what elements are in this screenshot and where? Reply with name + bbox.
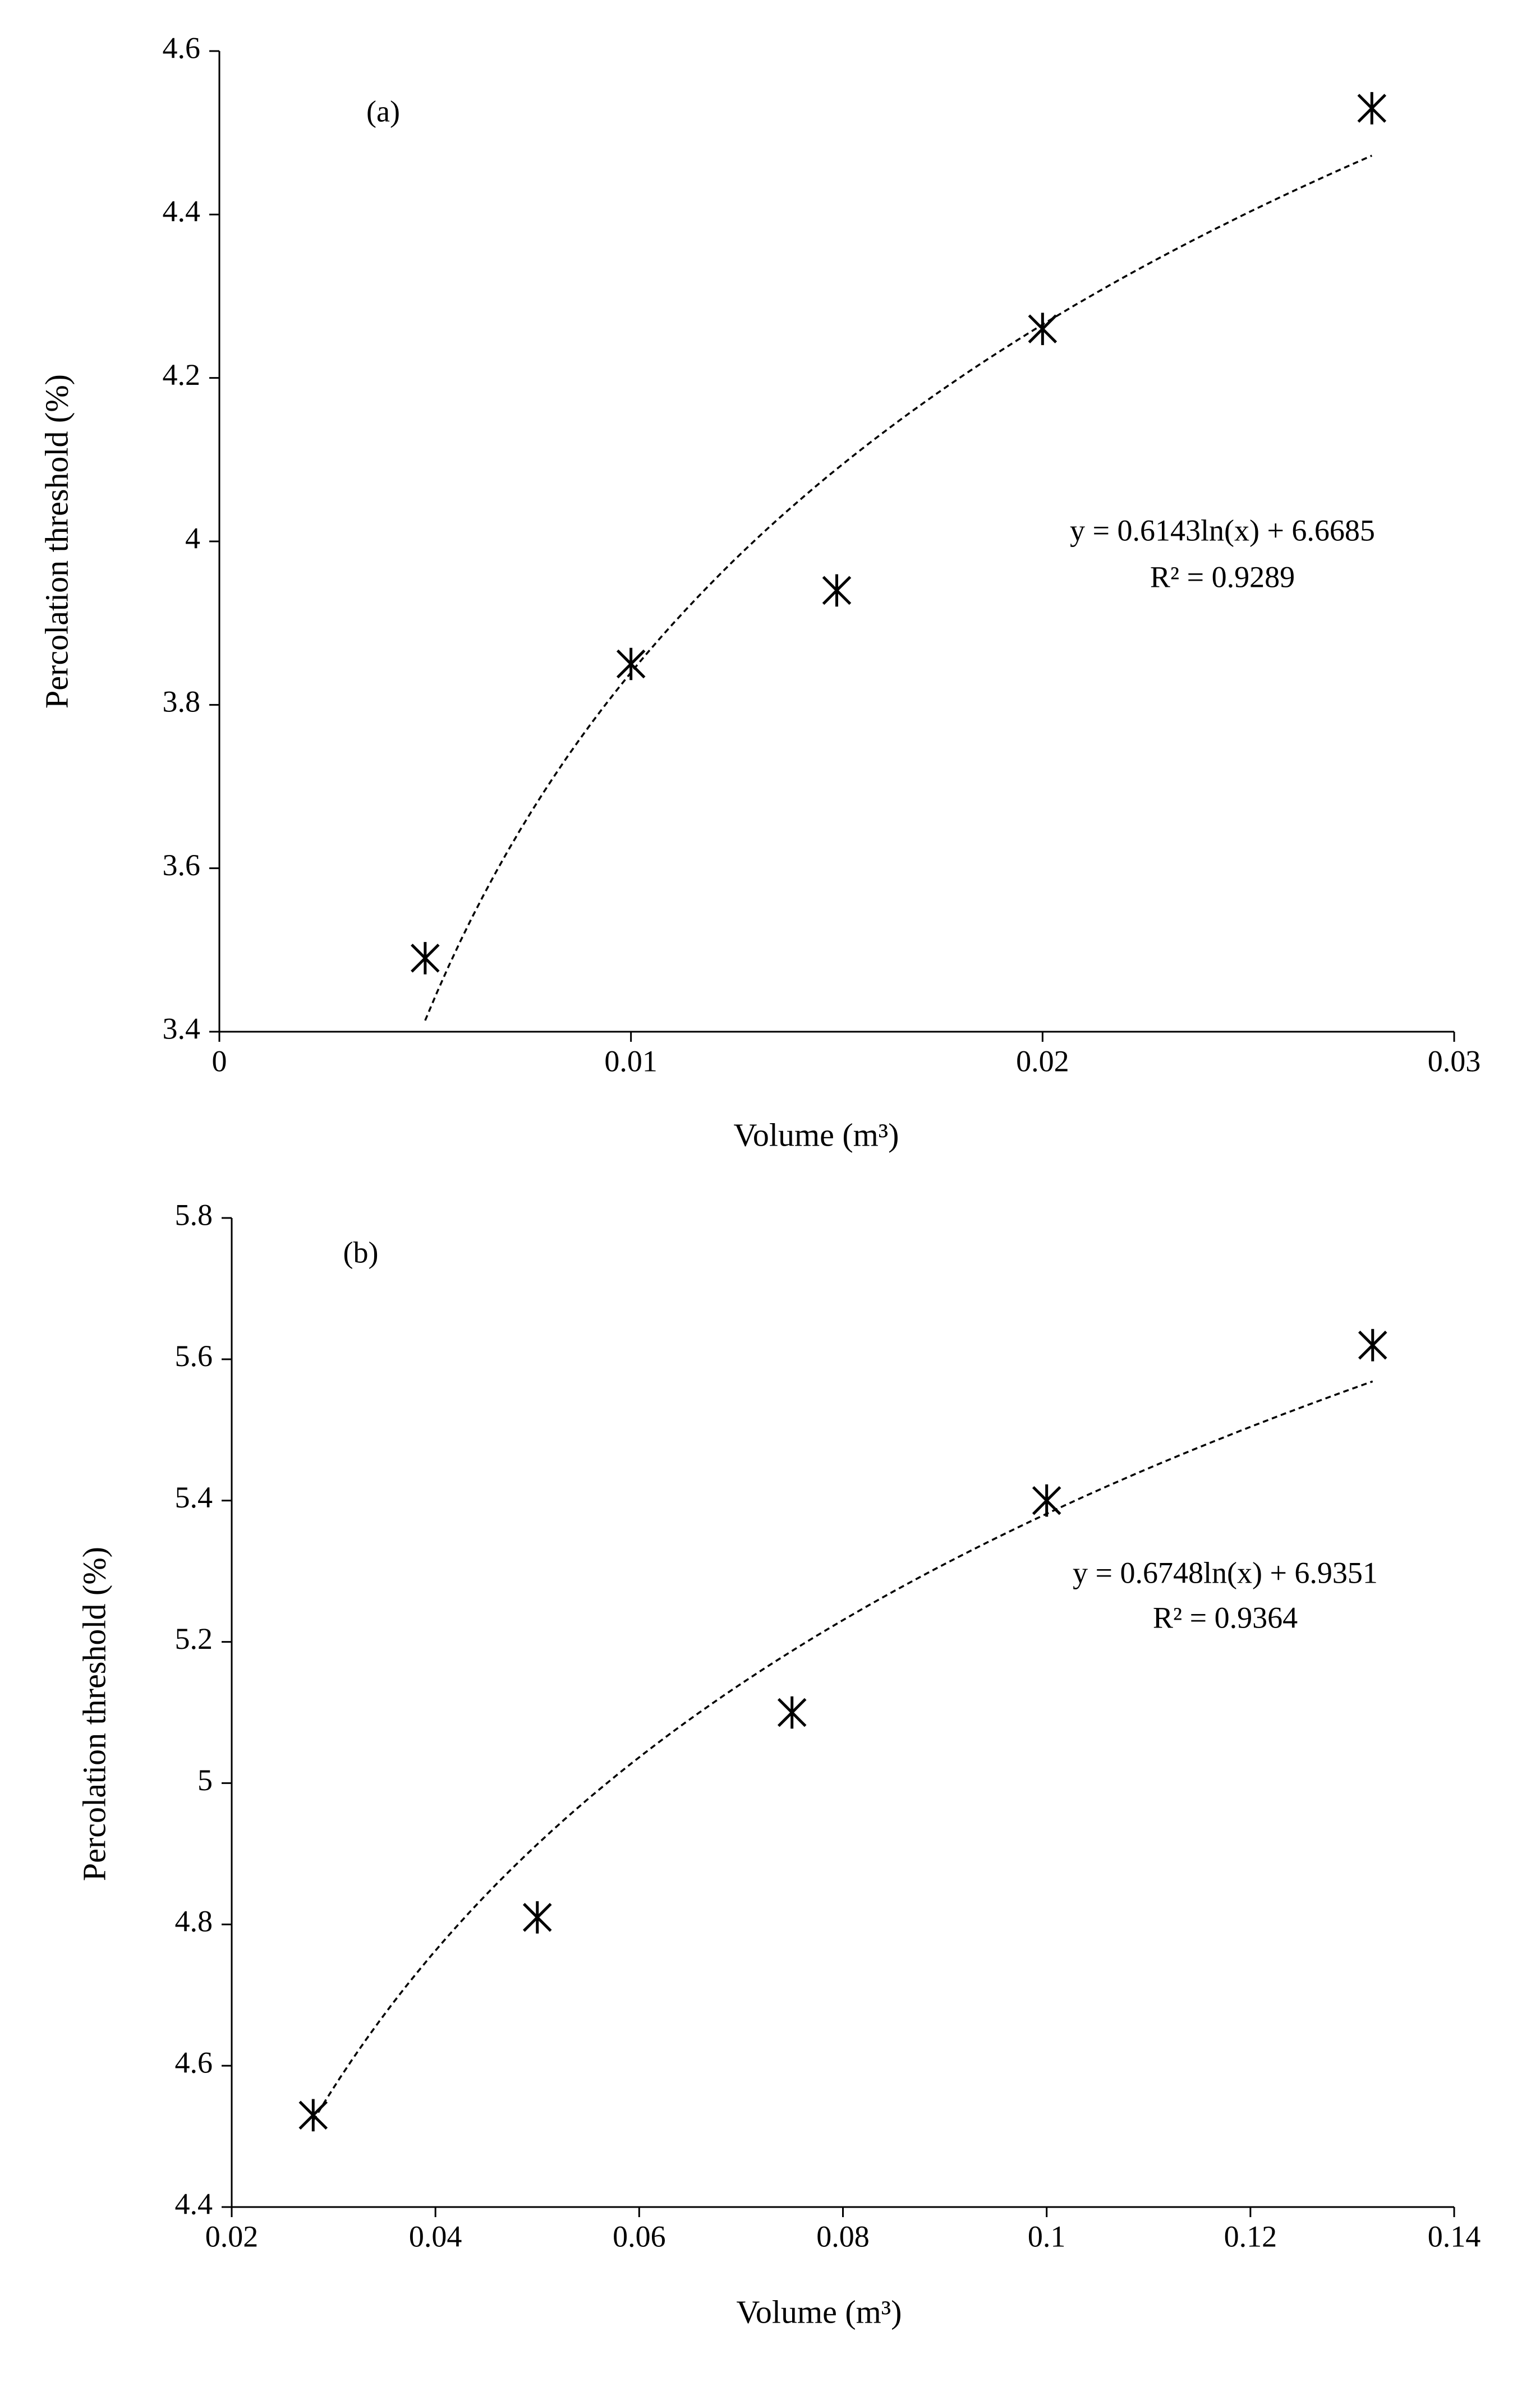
- data-point: [298, 2099, 328, 2132]
- x-tick-label: 0.02: [205, 2219, 259, 2253]
- trend-equation: y = 0.6143ln(x) + 6.6685: [1070, 513, 1375, 547]
- y-tick-label: 4.4: [175, 2187, 213, 2221]
- y-tick-label: 5.8: [175, 1198, 213, 1231]
- panel-label: (b): [343, 1235, 379, 1269]
- data-point: [1358, 1328, 1387, 1362]
- y-tick-label: 4.8: [175, 1905, 213, 1938]
- x-axis-label: Volume (m³): [736, 2293, 902, 2330]
- x-axis-label: Volume (m³): [733, 1116, 899, 1153]
- trend-r2: R² = 0.9364: [1153, 1601, 1298, 1634]
- data-point: [1357, 92, 1387, 125]
- x-tick-label: 0.04: [409, 2219, 462, 2253]
- data-point: [1032, 1484, 1061, 1517]
- y-tick-label: 3.6: [163, 848, 201, 882]
- y-tick-label: 5.2: [175, 1622, 213, 1656]
- y-tick-label: 4.2: [163, 358, 201, 392]
- y-tick-label: 5.4: [175, 1481, 213, 1514]
- x-tick-label: 0.1: [1028, 2219, 1066, 2253]
- trend-r2: R² = 0.9289: [1150, 560, 1295, 594]
- data-point: [522, 1901, 552, 1934]
- y-tick-label: 5.6: [175, 1339, 213, 1373]
- y-axis-label: Percolation threshold (%): [38, 374, 75, 709]
- y-tick-label: 3.4: [163, 1012, 201, 1045]
- x-tick-label: 0.12: [1224, 2219, 1277, 2253]
- x-tick-label: 0.02: [1016, 1044, 1069, 1078]
- y-tick-label: 4.6: [175, 2046, 213, 2080]
- y-tick-label: 4.6: [163, 31, 201, 65]
- y-tick-label: 4: [185, 521, 200, 555]
- trendline: [312, 1380, 1373, 2121]
- x-tick-label: 0.14: [1428, 2219, 1481, 2253]
- y-tick-label: 3.8: [163, 685, 201, 719]
- x-tick-label: 0.08: [816, 2219, 870, 2253]
- x-tick-label: 0.06: [613, 2219, 666, 2253]
- trend-equation: y = 0.6748ln(x) + 6.9351: [1073, 1556, 1378, 1589]
- x-tick-label: 0.01: [604, 1044, 658, 1078]
- x-tick-label: 0: [212, 1044, 227, 1078]
- y-tick-label: 5: [197, 1763, 213, 1797]
- trendline: [424, 154, 1372, 1021]
- data-point: [1028, 312, 1058, 346]
- data-point: [822, 574, 852, 607]
- y-axis-label: Percolation threshold (%): [76, 1547, 112, 1881]
- data-point: [777, 1696, 807, 1729]
- data-point: [616, 647, 646, 681]
- y-tick-label: 4.4: [163, 195, 201, 228]
- x-tick-label: 0.03: [1428, 1044, 1481, 1078]
- panel-label: (a): [366, 94, 400, 128]
- data-point: [411, 942, 440, 974]
